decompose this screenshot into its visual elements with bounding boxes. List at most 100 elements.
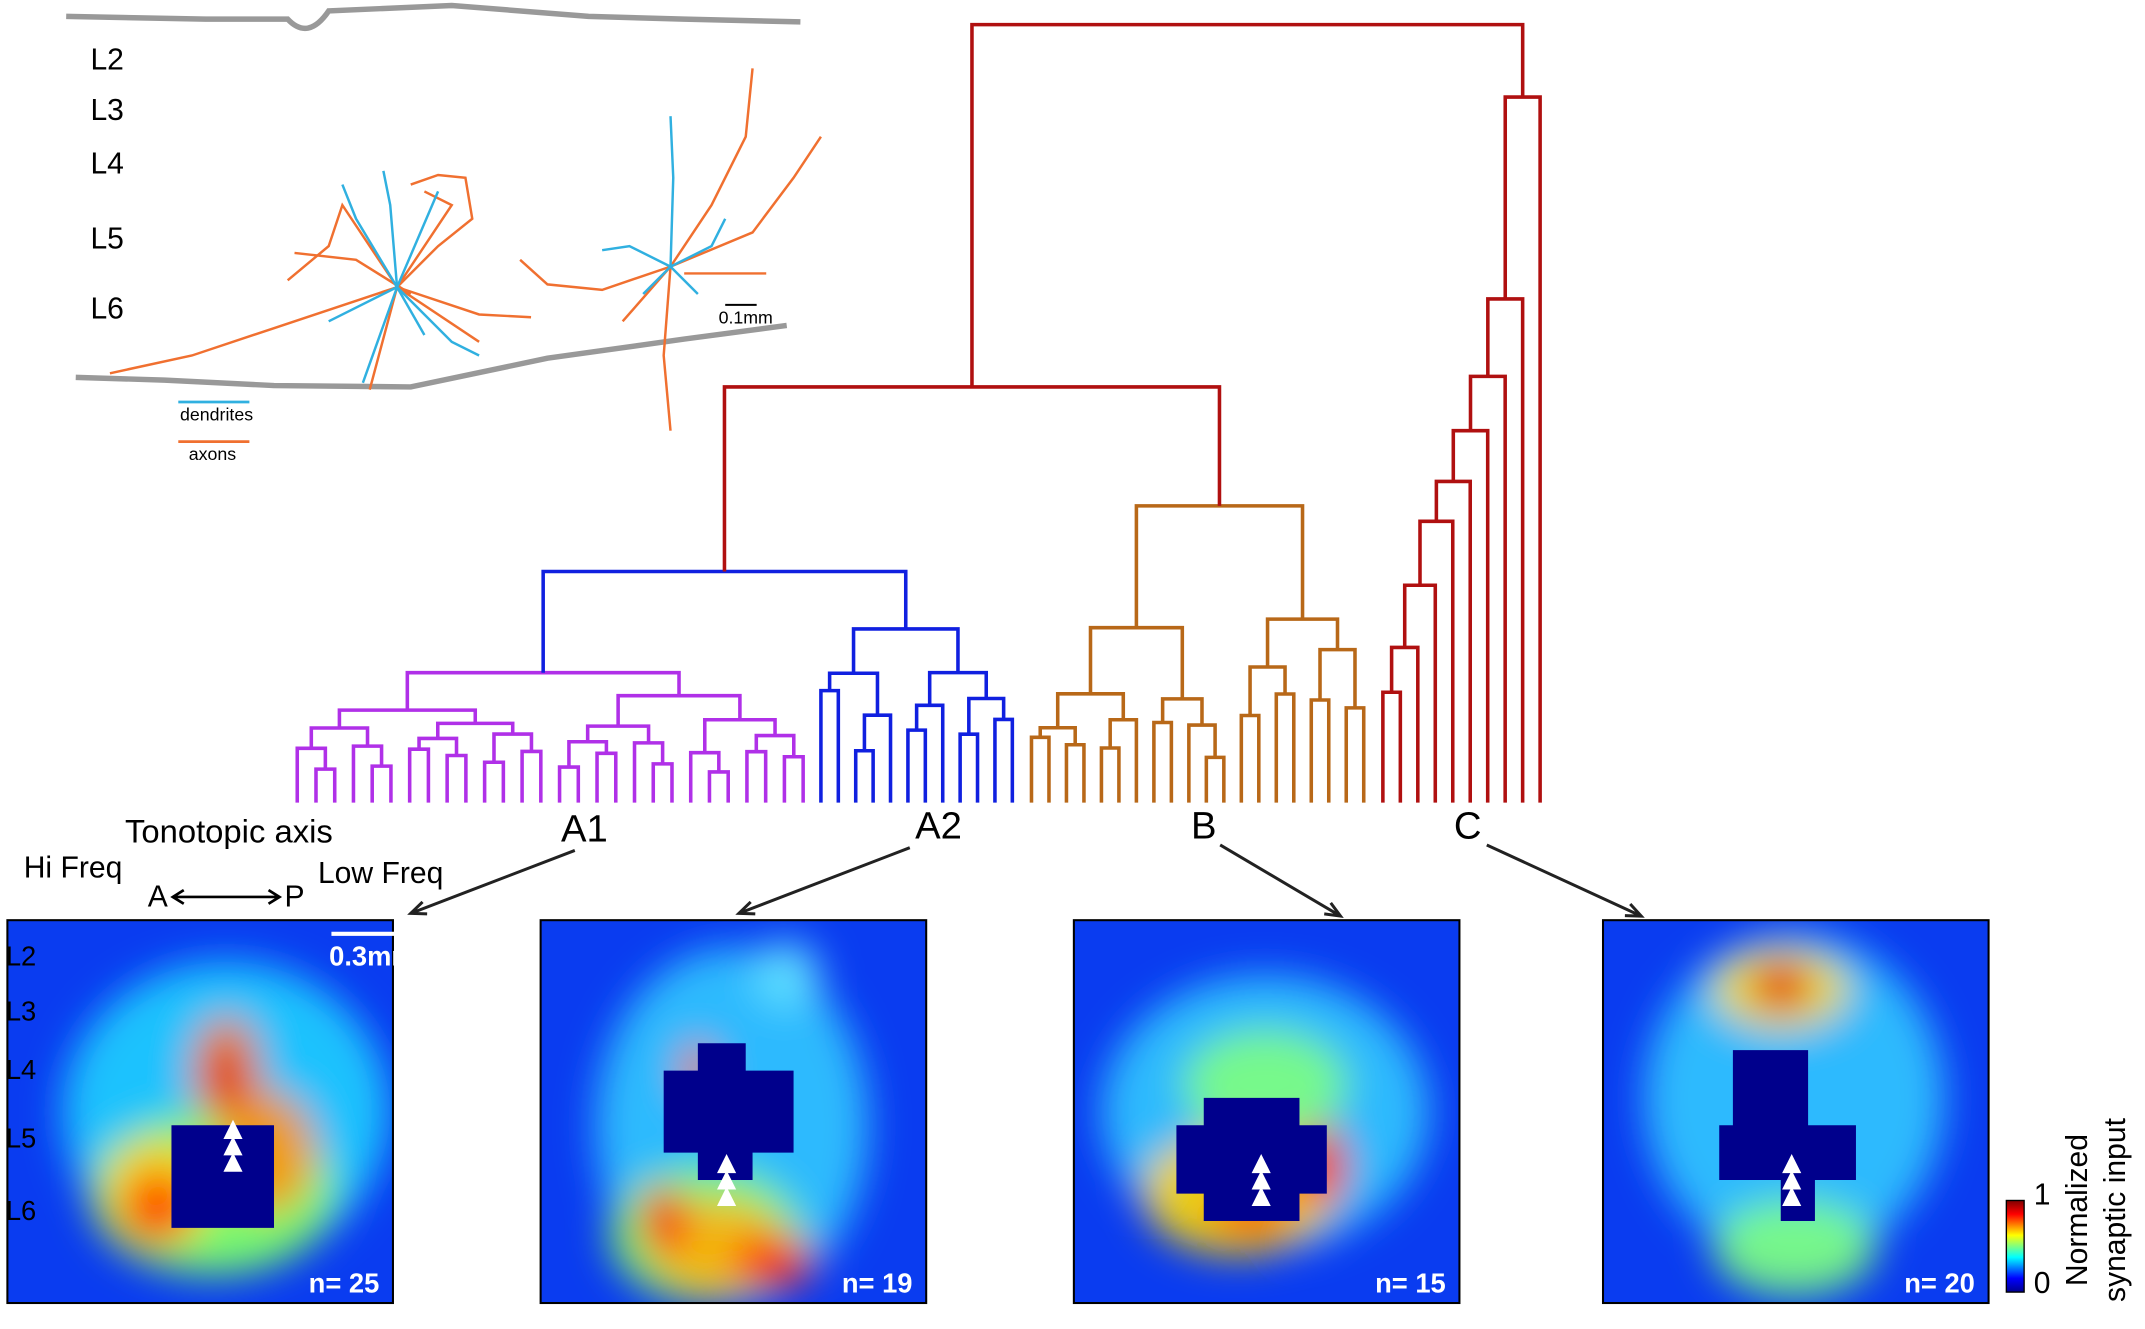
branch (688, 750, 721, 803)
count-label: n= 25 (309, 1267, 380, 1298)
branch (707, 770, 730, 803)
branch (967, 696, 1006, 735)
branch (445, 753, 468, 803)
low-freq: Low Freq (318, 857, 443, 890)
heatmap-frame (539, 919, 928, 1305)
arrow (735, 846, 911, 916)
branch (1239, 713, 1261, 803)
cluster-label: C (1454, 805, 1482, 848)
colorbar-label: Normalized (2061, 1134, 2094, 1286)
colorbar-label: synaptic input (2099, 1117, 2132, 1302)
decoration (75, 322, 788, 390)
cluster-label: A1 (561, 807, 608, 850)
colorbar-tick: 1 (2034, 1178, 2051, 1211)
decoration (642, 265, 672, 295)
soma-region (171, 1125, 275, 1228)
heat-blob (207, 1043, 246, 1112)
posterior: P (284, 880, 304, 913)
branch (1160, 697, 1204, 726)
decoration (669, 265, 699, 295)
heat-blob (732, 1234, 815, 1290)
branch (1029, 735, 1051, 803)
branch (541, 569, 908, 673)
branch (632, 741, 665, 803)
decoration (294, 251, 412, 296)
branch (1486, 297, 1525, 803)
count-label: n= 19 (842, 1267, 913, 1298)
branch (914, 703, 945, 803)
soma-markers (223, 1119, 243, 1172)
branch (782, 754, 805, 803)
layer-label: L6 (90, 292, 123, 325)
heatmap-frame (1601, 919, 1990, 1305)
colorbar: 1 0 Normalized synaptic input (2005, 1117, 2132, 1302)
heatmap-frame (1072, 919, 1461, 1305)
decoration (601, 244, 672, 268)
branch (754, 733, 796, 757)
decoration (670, 136, 822, 268)
branch (337, 708, 478, 729)
heatmap (7, 920, 393, 1304)
layer-label: L5 (6, 1123, 36, 1154)
dendrogram: A1 A2 B C (295, 22, 1645, 919)
branch (1389, 645, 1420, 803)
branch (482, 760, 506, 803)
branch (853, 748, 875, 803)
branch (595, 751, 618, 803)
decoration (396, 190, 454, 288)
heat-blob (1712, 1200, 1877, 1297)
branch (407, 747, 431, 803)
decoration (396, 173, 474, 288)
branch (520, 749, 543, 803)
tonotopy-title: Tonotopic axis (125, 813, 333, 850)
decoration (395, 190, 440, 288)
branch (370, 764, 393, 803)
tonotopy: Tonotopic axis Hi Freq Low Freq A P (24, 813, 444, 914)
arrow (1219, 843, 1344, 919)
hi-freq: Hi Freq (24, 852, 123, 885)
decoration (669, 218, 727, 268)
branch (1064, 742, 1086, 803)
branch (1108, 717, 1139, 803)
branch (1344, 706, 1366, 803)
decoration (170, 888, 283, 905)
branch (1309, 698, 1331, 803)
decoration (368, 286, 399, 390)
cluster-label: B (1191, 805, 1217, 848)
layer-label: L4 (6, 1054, 36, 1085)
branch (1204, 755, 1226, 803)
soma-markers (1251, 1153, 1271, 1206)
branch (1248, 665, 1287, 716)
soma-region (663, 1043, 794, 1180)
decoration (2005, 1199, 2025, 1293)
branch (295, 746, 328, 803)
branch (1468, 374, 1507, 803)
heatmap-frame (6, 919, 394, 1305)
layer-label: L5 (90, 223, 123, 256)
branch (567, 739, 609, 768)
arrow (1486, 843, 1645, 918)
decoration (669, 116, 675, 267)
layer-label: L2 (6, 941, 36, 972)
branch (1187, 723, 1217, 803)
branch (1055, 692, 1126, 728)
branch (492, 732, 534, 763)
morphology: dendrites axons 0.1mm L2 L3 L4 L5 L6 (66, 2, 822, 464)
branch (585, 724, 651, 743)
heat-blob (752, 940, 821, 1010)
branch (1418, 519, 1455, 803)
colorbar-tick: 0 (2034, 1267, 2051, 1300)
decoration (341, 184, 399, 288)
decoration (396, 286, 480, 357)
branch (1274, 692, 1296, 803)
branch (722, 385, 1222, 572)
maps: n= 25 n= 19 n= 15 n= 20 L2 L3 L4 L5 L6 0.3mm (6, 919, 1990, 1305)
branch (970, 22, 1525, 387)
count-label: n= 15 (1375, 1267, 1446, 1298)
branch (1038, 725, 1077, 745)
layer-label: L4 (90, 147, 123, 180)
heat-blob (1750, 961, 1811, 1011)
anterior: A (148, 880, 168, 913)
soma-region (1176, 1097, 1327, 1221)
